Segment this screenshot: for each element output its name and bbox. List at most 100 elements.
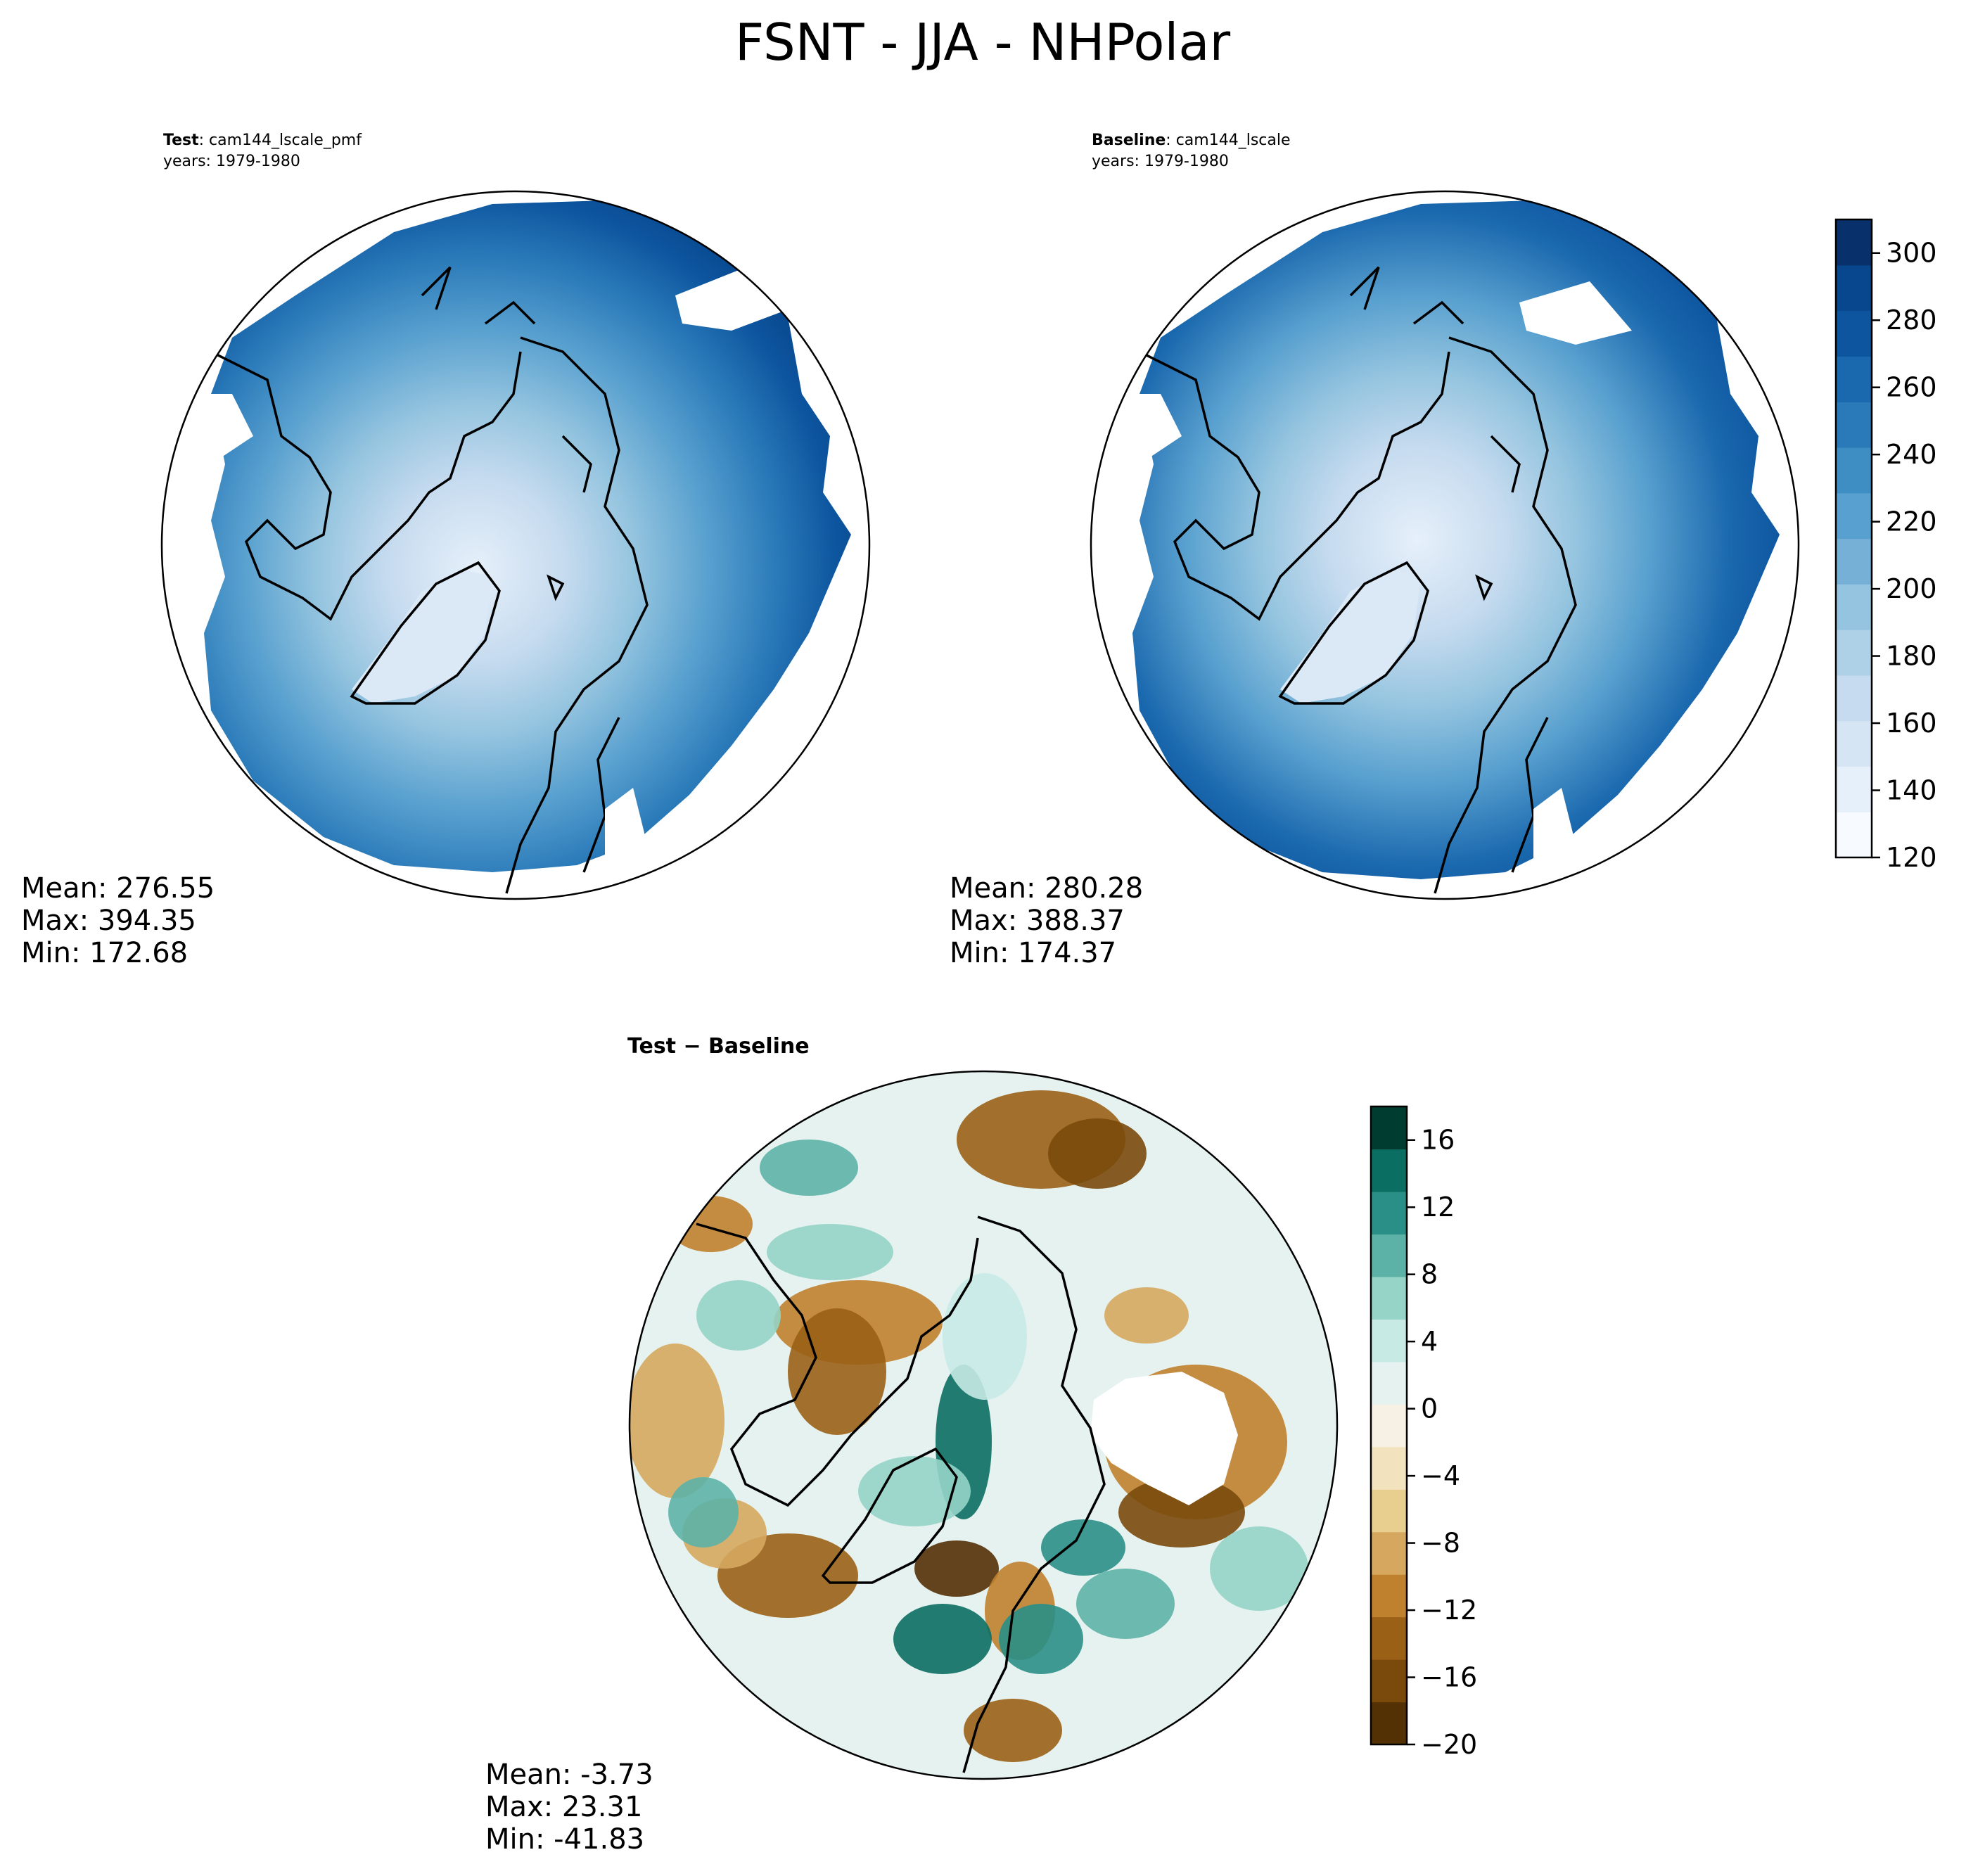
diff-field-blob (668, 1477, 739, 1548)
colorbar-top-band (1836, 812, 1872, 858)
diff-coastline-eurasia (962, 1215, 1106, 1773)
diff-missing-region (1090, 1372, 1238, 1505)
baseline-panel-years: years: 1979-1980 (1092, 153, 1229, 170)
colorbar-diff-frame (1370, 1105, 1408, 1746)
colorbar-top-tick-label: 180 (1886, 641, 1937, 672)
baseline-greenland (1280, 570, 1421, 703)
colorbar-diff-band (1371, 1149, 1407, 1192)
test-coastline-eurasia (505, 336, 649, 894)
colorbar-diff-tick-label: 0 (1421, 1393, 1438, 1424)
colorbar-diff-ticks: −20 −16 −12 −8 −4 0 4 8 12 16 (1407, 1125, 1477, 1760)
colorbar-diff-band (1371, 1531, 1407, 1575)
colorbar-top-band (1836, 766, 1872, 812)
diff-field-blob (893, 1604, 992, 1674)
diff-panel: Test − Baseline −20 −16 −12 −8 −4 0 4 8 12 16 Mea… (485, 1034, 1477, 1856)
colorbar-top-band (1836, 584, 1872, 630)
baseline-stat-max: Max: 388.37 (950, 905, 1125, 937)
diff-map-boundary (628, 1070, 1339, 1780)
colorbar-diff-tick-label: −12 (1421, 1595, 1477, 1626)
test-coastline-islands (421, 266, 592, 601)
test-label-bold: Test (163, 132, 199, 149)
test-label-rest: : cam144_lscale_pmf (199, 132, 363, 149)
colorbar-top-tick-label: 120 (1886, 842, 1937, 873)
colorbar-diff-band (1371, 1616, 1407, 1660)
colorbar-top-tick-label: 300 (1886, 238, 1937, 269)
colorbar-top-tick-label: 260 (1886, 372, 1937, 403)
colorbar-diff-tick-label: 16 (1421, 1125, 1455, 1156)
diff-stat-min: Min: -41.83 (485, 1823, 644, 1856)
colorbar-diff-band (1371, 1106, 1407, 1150)
diff-field-blob (943, 1273, 1027, 1400)
colorbar-top-fills (1836, 219, 1872, 858)
diff-field-blob (1104, 1287, 1189, 1344)
test-map-boundary (160, 190, 871, 900)
colorbar-top-band (1836, 219, 1872, 266)
colorbar-top-band (1836, 264, 1872, 312)
colorbar-top-tick-label: 280 (1886, 305, 1937, 336)
baseline-map (1097, 200, 1780, 894)
colorbar-diff-band (1371, 1276, 1407, 1320)
colorbar-top-tick-label: 240 (1886, 439, 1937, 470)
diff-field-blobs (630, 1090, 1308, 1762)
colorbar-top-band (1836, 630, 1872, 676)
test-coastline-north-america (210, 350, 522, 621)
diff-field-blob (630, 1344, 725, 1498)
diff-field-blob (668, 1196, 753, 1252)
diff-field-blob (788, 1308, 886, 1435)
test-panel: Test: cam144_lscale_pmf years: 1979-1980… (21, 132, 871, 969)
colorbar-diff-band (1371, 1361, 1407, 1405)
diff-field-blob (696, 1280, 781, 1351)
test-stat-mean: Mean: 276.55 (21, 872, 215, 905)
diff-coastline-north-america (696, 1223, 979, 1507)
colorbar-top-band (1836, 447, 1872, 494)
colorbar-top-band (1836, 402, 1872, 448)
colorbar-top-tick-label: 160 (1886, 708, 1937, 739)
diff-field-blob (1041, 1519, 1125, 1576)
baseline-map-boundary (1090, 190, 1800, 900)
test-stat-max: Max: 394.35 (21, 905, 196, 937)
diff-field-blob (767, 1224, 893, 1280)
colorbar-top-frame (1834, 218, 1873, 859)
colorbar-diff-band (1371, 1489, 1407, 1533)
diff-field-blob (858, 1456, 971, 1526)
colorbar-diff-band (1371, 1659, 1407, 1703)
colorbar-diff-band (1371, 1574, 1407, 1618)
diff-map (630, 1071, 1337, 1779)
baseline-stat-mean: Mean: 280.28 (950, 872, 1143, 905)
colorbar-top-ticks: 120 140 160 180 200 220 240 260 280 300 (1872, 238, 1937, 873)
colorbar-diff-tick-label: 8 (1421, 1259, 1438, 1290)
test-panel-title: Test: cam144_lscale_pmf (163, 132, 362, 149)
colorbar-top-band (1836, 310, 1872, 357)
colorbar-diff-band (1371, 1702, 1407, 1745)
baseline-coastline-greenland (1278, 561, 1429, 705)
colorbar-diff-band (1371, 1446, 1407, 1490)
colorbar-diff: −20 −16 −12 −8 −4 0 4 8 12 16 (1370, 1105, 1477, 1760)
baseline-land-mask (1097, 281, 1632, 872)
baseline-stat-min: Min: 174.37 (950, 937, 1116, 969)
colorbar-top-tick-label: 140 (1886, 775, 1937, 806)
test-land-mask (169, 267, 788, 872)
colorbar-top-band (1836, 538, 1872, 585)
diff-field-blob (1076, 1569, 1175, 1639)
diff-stat-max: Max: 23.31 (485, 1791, 642, 1823)
colorbar-top-band (1836, 356, 1872, 402)
colorbar-diff-tick-label: −8 (1421, 1528, 1460, 1559)
colorbar-diff-band (1371, 1319, 1407, 1363)
baseline-label-rest: : cam144_lscale (1166, 132, 1290, 149)
colorbar-diff-tick-label: −4 (1421, 1460, 1460, 1491)
baseline-coastline-islands (1349, 266, 1521, 601)
colorbar-diff-tick-label: 12 (1421, 1192, 1455, 1223)
test-greenland (352, 570, 492, 703)
colorbar-diff-tick-label: 4 (1421, 1326, 1438, 1357)
colorbar-top-tick-label: 220 (1886, 506, 1937, 537)
figure-title: FSNT - JJA - NHPolar (735, 13, 1231, 72)
baseline-panel-title: Baseline: cam144_lscale (1092, 132, 1291, 149)
diff-field-blob (1210, 1526, 1308, 1611)
colorbar-diff-band (1371, 1404, 1407, 1448)
diff-field-blob (760, 1140, 858, 1196)
colorbar-top-band (1836, 720, 1872, 767)
diff-field-blob (1118, 1477, 1245, 1548)
test-coastline-greenland (350, 561, 501, 705)
diff-coastline-greenland (821, 1447, 958, 1584)
